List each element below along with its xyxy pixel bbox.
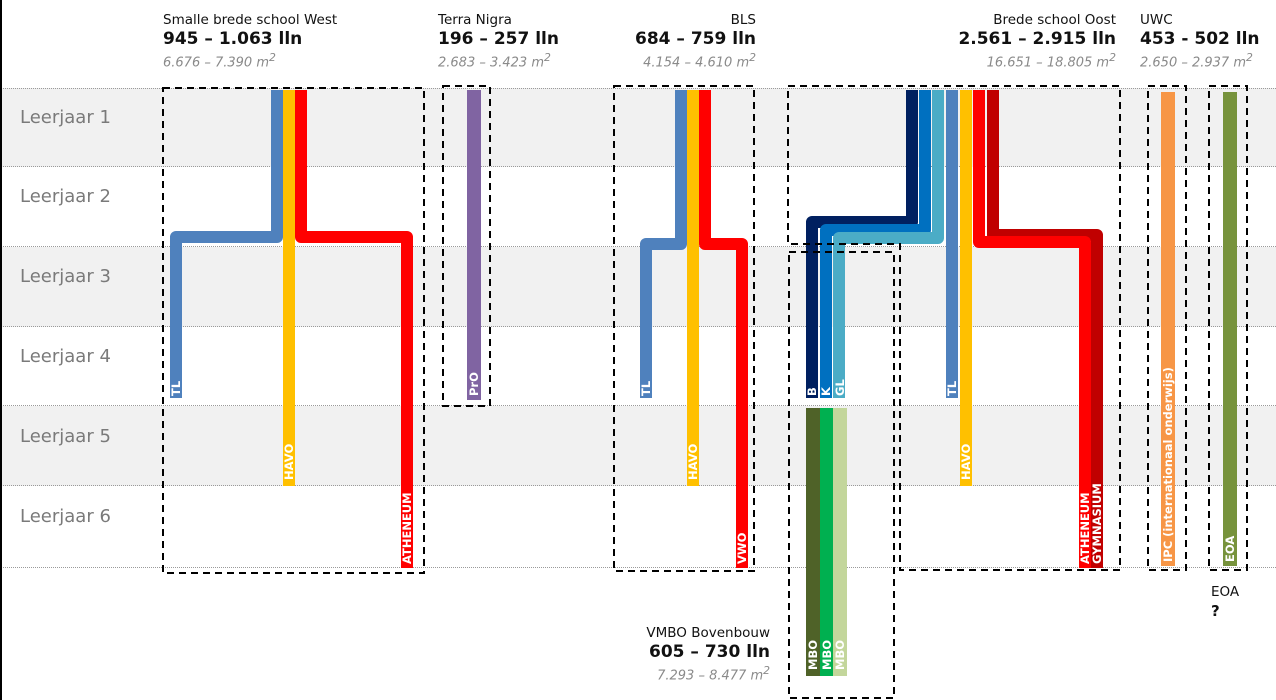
stream-mbo-3 <box>833 408 847 676</box>
year-band-5 <box>0 406 1276 486</box>
school-header-vmbo: VMBO Bovenbouw 605 – 730 lln 7.293 – 8.4… <box>574 625 770 684</box>
label-vmbo-k: K <box>819 386 833 396</box>
year-label-1: Leerjaar 1 <box>20 107 111 128</box>
stream-oost-tl <box>946 90 958 398</box>
label-mbo-3: MBO <box>833 640 847 670</box>
school-name: Terra Nigra <box>438 12 512 28</box>
label-bls-havo: HAVO <box>686 444 700 480</box>
school-name: BLS <box>730 12 756 28</box>
label-mbo-1: MBO <box>806 640 820 670</box>
school-header-oost: Brede school Oost 2.561 – 2.915 lln 16.6… <box>920 12 1116 71</box>
school-name: Brede school Oost <box>993 12 1116 28</box>
school-header-eoa: EOA ? <box>1211 584 1239 621</box>
stream-vmbo-gl <box>833 90 944 398</box>
oost-dashed-outline <box>787 85 1121 571</box>
school-name: Smalle brede school West <box>163 12 338 28</box>
label-oost-gym: GYMNASIUM <box>1090 483 1104 564</box>
student-count: 453 - 502 lln <box>1140 29 1260 49</box>
year-label-2: Leerjaar 2 <box>20 186 111 207</box>
label-bls-vwo: VWO <box>735 532 749 564</box>
school-header-terra-nigra: Terra Nigra 196 – 257 lln 2.683 – 3.423 … <box>438 12 559 71</box>
floor-area: 4.154 – 4.610 m2 <box>643 51 756 71</box>
left-frame-line <box>0 0 2 700</box>
label-terra-pro: PrO <box>467 372 481 396</box>
stream-west-tl <box>170 90 283 398</box>
eoa-dashed-box <box>1208 85 1248 571</box>
stream-vmbo-b <box>806 90 918 398</box>
student-count: 2.561 – 2.915 lln <box>958 29 1116 49</box>
stream-bls-tl <box>640 90 687 398</box>
stream-oost-gym <box>987 90 1103 568</box>
label-vmbo-gl: GL <box>833 379 847 396</box>
year-label-6: Leerjaar 6 <box>20 506 111 527</box>
uwc-dashed-box <box>1147 85 1187 571</box>
stream-west-ath <box>295 90 413 568</box>
stream-uwc-ipc <box>1161 92 1175 566</box>
terra-dashed-box <box>442 85 491 407</box>
stream-mbo-2 <box>820 408 833 676</box>
school-header-bls: BLS 684 – 759 lln 4.154 – 4.610 m2 <box>560 12 756 71</box>
year-band-3 <box>0 247 1276 327</box>
label-uwc-ipc: IPC (internationaal onderwijs) <box>1161 367 1175 562</box>
label-west-ath: ATHENEUM <box>400 492 414 564</box>
label-bls-tl: TL <box>639 380 653 396</box>
band-top-border <box>0 88 1276 89</box>
stream-oost-havo <box>960 90 972 486</box>
year-band-6 <box>0 486 1276 568</box>
year-band-1 <box>0 88 1276 167</box>
west-dashed-box <box>162 87 425 574</box>
vmbo-dashed-box <box>788 251 895 699</box>
student-count: 196 – 257 lln <box>438 29 559 49</box>
school-name: UWC <box>1140 12 1173 28</box>
floor-area: 2.650 – 2.937 m2 <box>1140 51 1253 71</box>
year-label-3: Leerjaar 3 <box>20 266 111 287</box>
stream-west-havo <box>283 90 295 486</box>
label-oost-tl: TL <box>945 380 959 396</box>
stream-bls-vwo <box>699 90 748 568</box>
floor-area: 6.676 – 7.390 m2 <box>163 51 276 71</box>
label-oost-havo: HAVO <box>959 444 973 480</box>
stream-bls-havo <box>687 90 699 486</box>
year-label-4: Leerjaar 4 <box>20 346 111 367</box>
label-west-tl: TL <box>169 380 183 396</box>
student-count: 945 – 1.063 lln <box>163 29 303 49</box>
floor-area: 16.651 – 18.805 m2 <box>986 51 1116 71</box>
school-header-west: Smalle brede school West 945 – 1.063 lln… <box>163 12 337 71</box>
floor-area: 2.683 – 3.423 m2 <box>438 51 551 71</box>
label-eoa: EOA <box>1223 536 1237 562</box>
stream-eoa <box>1223 92 1237 566</box>
label-west-havo: HAVO <box>282 444 296 480</box>
floor-area: 7.293 – 8.477 m2 <box>657 664 770 684</box>
stream-mbo-1 <box>806 408 820 676</box>
school-name: VMBO Bovenbouw <box>646 625 770 641</box>
year-label-5: Leerjaar 5 <box>20 426 111 447</box>
label-vmbo-b: B <box>805 387 819 396</box>
school-header-uwc: UWC 453 - 502 lln 2.650 – 2.937 m2 <box>1140 12 1260 71</box>
label-oost-ath: ATHENEUM <box>1078 492 1092 564</box>
year-band-2 <box>0 167 1276 247</box>
label-mbo-2: MBO <box>820 640 834 670</box>
year-band-4 <box>0 327 1276 406</box>
school-name: EOA <box>1211 584 1240 600</box>
student-count: 605 – 730 lln <box>649 642 770 662</box>
stream-vmbo-k <box>820 90 931 398</box>
stream-oost-ath <box>973 90 1091 568</box>
student-count: 684 – 759 lln <box>635 29 756 49</box>
stream-terra-pro <box>467 90 481 400</box>
student-count: ? <box>1211 602 1220 620</box>
